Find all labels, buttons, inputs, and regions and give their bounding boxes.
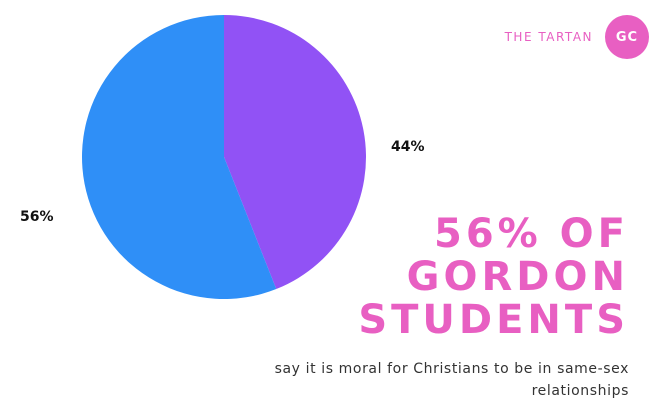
slice-label-44: 44% bbox=[391, 139, 425, 155]
headline: 56% OF GORDON STUDENTS bbox=[358, 213, 629, 342]
pie-slice-44 bbox=[224, 15, 366, 290]
slice-label-56: 56% bbox=[20, 209, 54, 225]
pie-slice-56 bbox=[81, 15, 277, 299]
brand-name: THE TARTAN bbox=[504, 30, 593, 44]
headline-line-3: STUDENTS bbox=[358, 297, 629, 343]
headline-line-1: 56% OF bbox=[434, 211, 629, 257]
headline-line-2: GORDON bbox=[406, 254, 629, 300]
brand: THE TARTAN GC bbox=[505, 15, 649, 59]
brand-badge-logo: GC bbox=[605, 15, 649, 59]
caption: say it is moral for Christians to be in … bbox=[274, 361, 629, 399]
